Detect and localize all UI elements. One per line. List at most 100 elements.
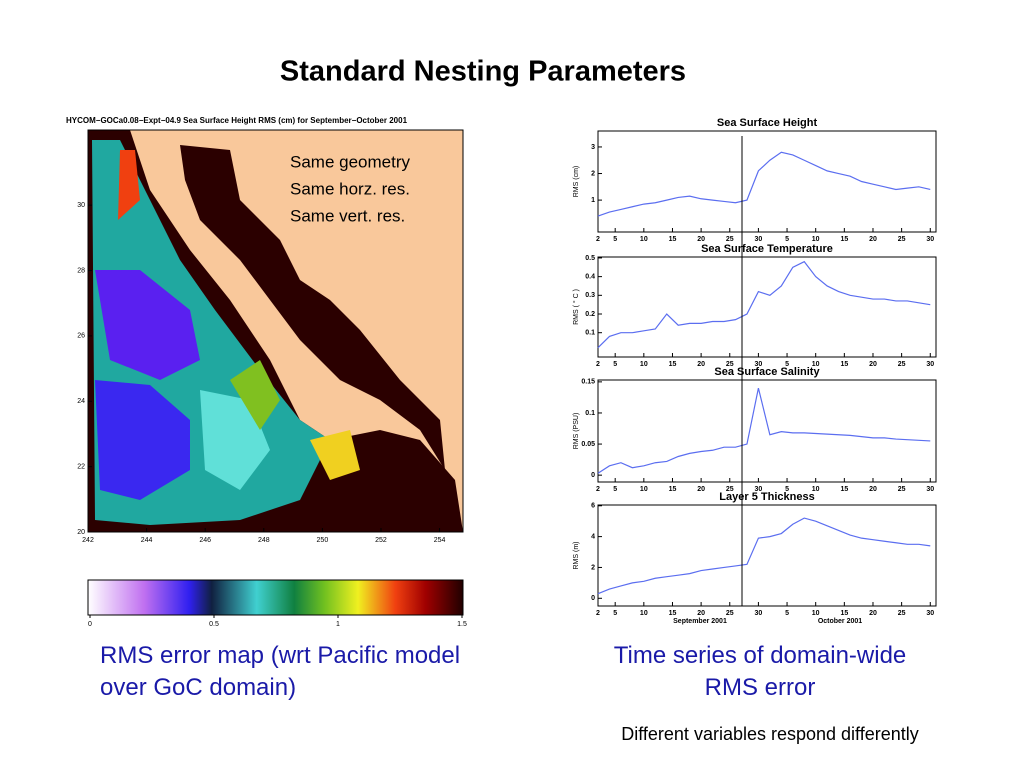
y-axis-label: RMS (cm) (573, 166, 580, 198)
x-tick-label: 5 (785, 486, 789, 493)
colorbar-tick-label: 1 (336, 621, 340, 628)
map-x-tick-label: 254 (434, 537, 446, 544)
x-tick-label: 2 (596, 361, 600, 368)
x-tick-label: 5 (785, 610, 789, 617)
map-x-tick-label: 246 (199, 537, 211, 544)
x-tick-label: 30 (926, 361, 934, 368)
colorbar-tick-label: 0 (88, 621, 92, 628)
x-tick-label: 2 (596, 610, 600, 617)
x-tick-label: 10 (640, 486, 648, 493)
colorbar-tick-label: 1.5 (457, 621, 467, 628)
y-tick-label: 0.15 (581, 379, 595, 386)
x-tick-label: 25 (726, 236, 734, 243)
x-tick-label: 30 (926, 486, 934, 493)
y-tick-label: 0.3 (585, 292, 595, 299)
map-caption: RMS error map (wrt Pacific model over Go… (100, 642, 461, 701)
x-tick-label: 25 (898, 610, 906, 617)
x-tick-label: 20 (697, 236, 705, 243)
map-y-tick-label: 30 (77, 202, 85, 209)
x-tick-label: 10 (812, 610, 820, 617)
map-title: HYCOM−GOCa0.08−Expt−04.9 Sea Surface Hei… (66, 116, 408, 125)
y-axis-label: RMS (m) (573, 542, 580, 570)
map-y-tick-label: 26 (77, 333, 85, 340)
x-tick-label: 15 (840, 361, 848, 368)
y-tick-label: 2 (591, 170, 595, 177)
x-tick-label: 5 (613, 610, 617, 617)
map-y-tick-label: 20 (77, 529, 85, 536)
x-tick-label: 2 (596, 236, 600, 243)
y-tick-label: 0 (591, 472, 595, 479)
x-tick-label: 20 (697, 610, 705, 617)
x-tick-label: 10 (640, 610, 648, 617)
x-tick-label: 25 (726, 610, 734, 617)
x-tick-label: 25 (898, 236, 906, 243)
x-tick-label: 20 (869, 486, 877, 493)
map-x-tick-label: 244 (141, 537, 153, 544)
map-x-tick-label: 248 (258, 537, 270, 544)
plot-frame (597, 379, 937, 483)
x-tick-label: 5 (613, 361, 617, 368)
y-axis-label: RMS (PSU) (573, 413, 580, 450)
x-tick-label: 30 (755, 610, 763, 617)
x-tick-label: 20 (697, 361, 705, 368)
chart-title: Sea Surface Height (717, 117, 818, 129)
map-x-tick-label: 252 (375, 537, 387, 544)
x-tick-label: 5 (785, 236, 789, 243)
x-tick-label: 5 (613, 236, 617, 243)
note: Same vert. res. (290, 206, 405, 225)
y-axis-label: RMS ( ° C ) (572, 289, 580, 325)
x-tick-label: 15 (840, 610, 848, 617)
map-x-tick-label: 250 (317, 537, 329, 544)
y-tick-label: 1 (591, 197, 595, 204)
x-tick-label: 15 (840, 486, 848, 493)
series-caption-box: Time series of domain-wide RMS error (614, 642, 907, 701)
chart-title: Sea Surface Salinity (714, 366, 820, 378)
x-tick-label: 15 (840, 236, 848, 243)
note: Same horz. res. (290, 179, 410, 198)
footnote: Different variables respond differently (621, 724, 919, 744)
x-tick-label: 30 (755, 361, 763, 368)
x-tick-label: 30 (926, 236, 934, 243)
x-period-label: October 2001 (818, 618, 862, 625)
map-frame (87, 129, 464, 533)
plot-frame (597, 130, 937, 233)
map-y-tick-label: 22 (77, 463, 85, 470)
x-tick-label: 20 (869, 361, 877, 368)
series-line (597, 387, 931, 474)
x-tick-label: 2 (596, 486, 600, 493)
y-tick-label: 0 (591, 595, 595, 602)
y-tick-label: 0.5 (585, 255, 595, 262)
y-tick-label: 0.4 (585, 273, 595, 280)
map-y-tick-label: 28 (77, 267, 85, 274)
map-caption-box: RMS error map (wrt Pacific model over Go… (100, 642, 461, 701)
x-tick-label: 30 (755, 236, 763, 243)
x-tick-label: 30 (755, 486, 763, 493)
y-tick-label: 0.05 (581, 441, 595, 448)
colorbar (87, 579, 464, 616)
map-y-tick-label: 24 (77, 398, 85, 405)
x-tick-label: 5 (785, 361, 789, 368)
x-tick-label: 25 (726, 361, 734, 368)
chart-title: Layer 5 Thickness (719, 491, 814, 503)
x-tick-label: 10 (812, 361, 820, 368)
x-tick-label: 15 (669, 486, 677, 493)
x-tick-label: 10 (812, 236, 820, 243)
y-tick-label: 2 (591, 564, 595, 571)
x-tick-label: 30 (926, 610, 934, 617)
x-tick-label: 10 (812, 486, 820, 493)
slide-title: Standard Nesting Parameters (280, 56, 686, 88)
x-tick-label: 15 (669, 361, 677, 368)
x-tick-label: 20 (869, 610, 877, 617)
plot-frame (597, 504, 937, 607)
chart-title: Sea Surface Temperature (701, 243, 833, 255)
x-tick-label: 15 (669, 236, 677, 243)
y-tick-label: 0.2 (585, 311, 595, 318)
x-tick-label: 20 (869, 236, 877, 243)
y-tick-label: 0.1 (585, 410, 595, 417)
plot-frame (597, 256, 937, 358)
x-tick-label: 15 (669, 610, 677, 617)
x-tick-label: 20 (697, 486, 705, 493)
colorbar-tick-label: 0.5 (209, 621, 219, 628)
y-tick-label: 3 (591, 144, 595, 151)
